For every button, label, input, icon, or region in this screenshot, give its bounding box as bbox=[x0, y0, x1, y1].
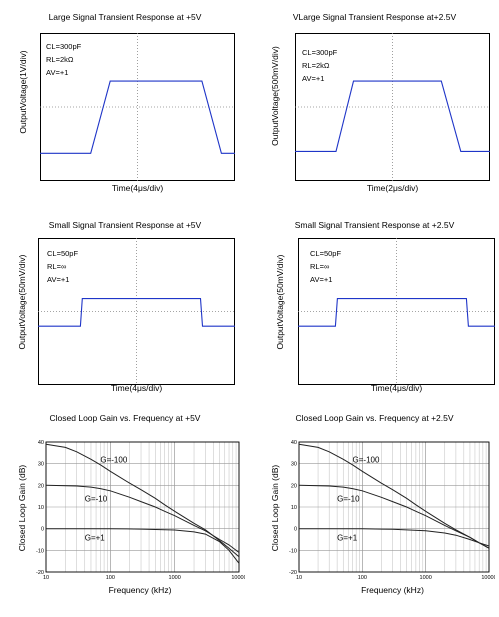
y-axis-label: Closed Loop Gain (dB) bbox=[17, 464, 27, 552]
series-line bbox=[45, 443, 240, 558]
plot-frame bbox=[298, 441, 490, 573]
condition-av: AV=+1 bbox=[310, 275, 333, 284]
plot-area: 403020100-10-2010100100010000G=-100G=-10… bbox=[289, 440, 495, 581]
plot-frame bbox=[45, 441, 240, 573]
series-line bbox=[45, 484, 240, 553]
y-tick-label: -10 bbox=[36, 548, 44, 554]
plot-area bbox=[295, 33, 490, 181]
y-tick-label: -10 bbox=[289, 548, 297, 554]
plot-area bbox=[40, 33, 235, 181]
y-tick-label: 0 bbox=[41, 527, 44, 533]
condition-rl: RL=2kΩ bbox=[46, 55, 74, 64]
y-tick-label: 20 bbox=[38, 483, 44, 489]
plot-area bbox=[298, 238, 495, 385]
test-conditions: CL=50pF RL=∞ AV=+1 bbox=[310, 247, 341, 286]
plot-area: 403020100-10-2010100100010000G=-100G=-10… bbox=[36, 440, 245, 581]
x-tick-label: 10 bbox=[43, 575, 49, 581]
x-axis-label: Time(4μs/div) bbox=[111, 183, 164, 193]
chart-title: Closed Loop Gain vs. Frequency at +2.5V bbox=[295, 413, 454, 423]
y-tick-label: -20 bbox=[289, 570, 297, 576]
plot-area bbox=[38, 238, 235, 385]
y-tick-label: 20 bbox=[291, 483, 297, 489]
chart-title: VLarge Signal Transient Response at+2.5V bbox=[292, 12, 457, 22]
condition-cl: CL=50pF bbox=[310, 249, 342, 258]
condition-av: AV=+1 bbox=[46, 68, 69, 77]
x-tick-label: 100 bbox=[358, 575, 367, 581]
test-conditions: CL=300pF RL=2kΩ AV=+1 bbox=[302, 46, 337, 85]
x-axis-label: Time(4μs/div) bbox=[370, 383, 423, 393]
chart-panel-6: Closed Loop Gain vs. Frequency at +2.5V … bbox=[250, 405, 499, 617]
x-tick-label: 100 bbox=[106, 575, 115, 581]
x-axis-label: Frequency (kHz) bbox=[108, 585, 172, 595]
signal-trace bbox=[295, 80, 490, 152]
series-label: G=-100 bbox=[353, 456, 380, 465]
chart-title: Small Signal Transient Response at +5V bbox=[48, 220, 202, 230]
condition-cl: CL=300pF bbox=[302, 48, 338, 57]
y-tick-label: 10 bbox=[291, 505, 297, 511]
signal-trace bbox=[38, 298, 235, 327]
test-conditions: CL=50pF RL=∞ AV=+1 bbox=[47, 247, 78, 286]
y-tick-label: 30 bbox=[38, 462, 44, 468]
y-axis-label: OutputVoltage(1V/div) bbox=[18, 50, 28, 134]
y-tick-label: 40 bbox=[38, 440, 44, 446]
x-axis-label: Frequency (kHz) bbox=[361, 585, 424, 595]
condition-cl: CL=50pF bbox=[47, 249, 79, 258]
series-label: G=+1 bbox=[85, 534, 106, 543]
x-tick-label: 1000 bbox=[420, 575, 432, 581]
x-tick-label: 10 bbox=[296, 575, 302, 581]
series-line bbox=[46, 528, 240, 564]
series-label: G=-10 bbox=[337, 495, 360, 504]
series-label: G=+1 bbox=[337, 534, 358, 543]
signal-trace bbox=[298, 298, 495, 327]
condition-rl: RL=2kΩ bbox=[302, 61, 330, 70]
series-label: G=-10 bbox=[85, 495, 108, 504]
grid bbox=[298, 441, 490, 573]
series-line bbox=[298, 484, 490, 549]
x-axis-label: Time(4μs/div) bbox=[110, 383, 163, 393]
condition-rl: RL=∞ bbox=[310, 262, 330, 271]
y-axis-label: Closed Loop Gain (dB) bbox=[270, 464, 280, 552]
grid bbox=[45, 441, 240, 573]
chart-panel-3: Small Signal Transient Response at +5V O… bbox=[0, 210, 250, 405]
chart-title: Closed Loop Gain vs. Frequency at +5V bbox=[49, 413, 201, 423]
condition-rl: RL=∞ bbox=[47, 262, 67, 271]
condition-cl: CL=300pF bbox=[46, 42, 82, 51]
y-axis-label: OutputVoltage(50mV/div) bbox=[275, 254, 285, 350]
series-label: G=-100 bbox=[100, 456, 127, 465]
y-tick-label: 40 bbox=[291, 440, 297, 446]
test-conditions: CL=300pF RL=2kΩ AV=+1 bbox=[46, 40, 81, 79]
y-tick-label: 10 bbox=[38, 505, 44, 511]
chart-title: Small Signal Transient Response at +2.5V bbox=[294, 220, 455, 230]
condition-av: AV=+1 bbox=[47, 275, 70, 284]
chart-title: Large Signal Transient Response at +5V bbox=[48, 12, 202, 22]
condition-av: AV=+1 bbox=[302, 74, 325, 83]
chart-panel-5: Closed Loop Gain vs. Frequency at +5V Cl… bbox=[0, 405, 250, 617]
signal-trace bbox=[40, 80, 235, 154]
chart-panel-4: Small Signal Transient Response at +2.5V… bbox=[250, 210, 499, 405]
y-axis-label: OutputVoltage(500mV/div) bbox=[270, 46, 280, 146]
chart-panel-1: Large Signal Transient Response at +5V O… bbox=[0, 0, 250, 200]
x-tick-label: 10000 bbox=[481, 575, 495, 581]
y-axis-label: OutputVoltage(50mV/div) bbox=[17, 254, 27, 350]
x-axis-label: Time(2μs/div) bbox=[366, 183, 419, 193]
x-tick-label: 10000 bbox=[231, 575, 245, 581]
y-tick-label: 30 bbox=[291, 462, 297, 468]
series-line bbox=[299, 528, 490, 547]
y-tick-label: -20 bbox=[36, 570, 44, 576]
x-tick-label: 1000 bbox=[169, 575, 181, 581]
y-tick-label: 0 bbox=[294, 527, 297, 533]
chart-panel-2: VLarge Signal Transient Response at+2.5V… bbox=[250, 0, 499, 200]
